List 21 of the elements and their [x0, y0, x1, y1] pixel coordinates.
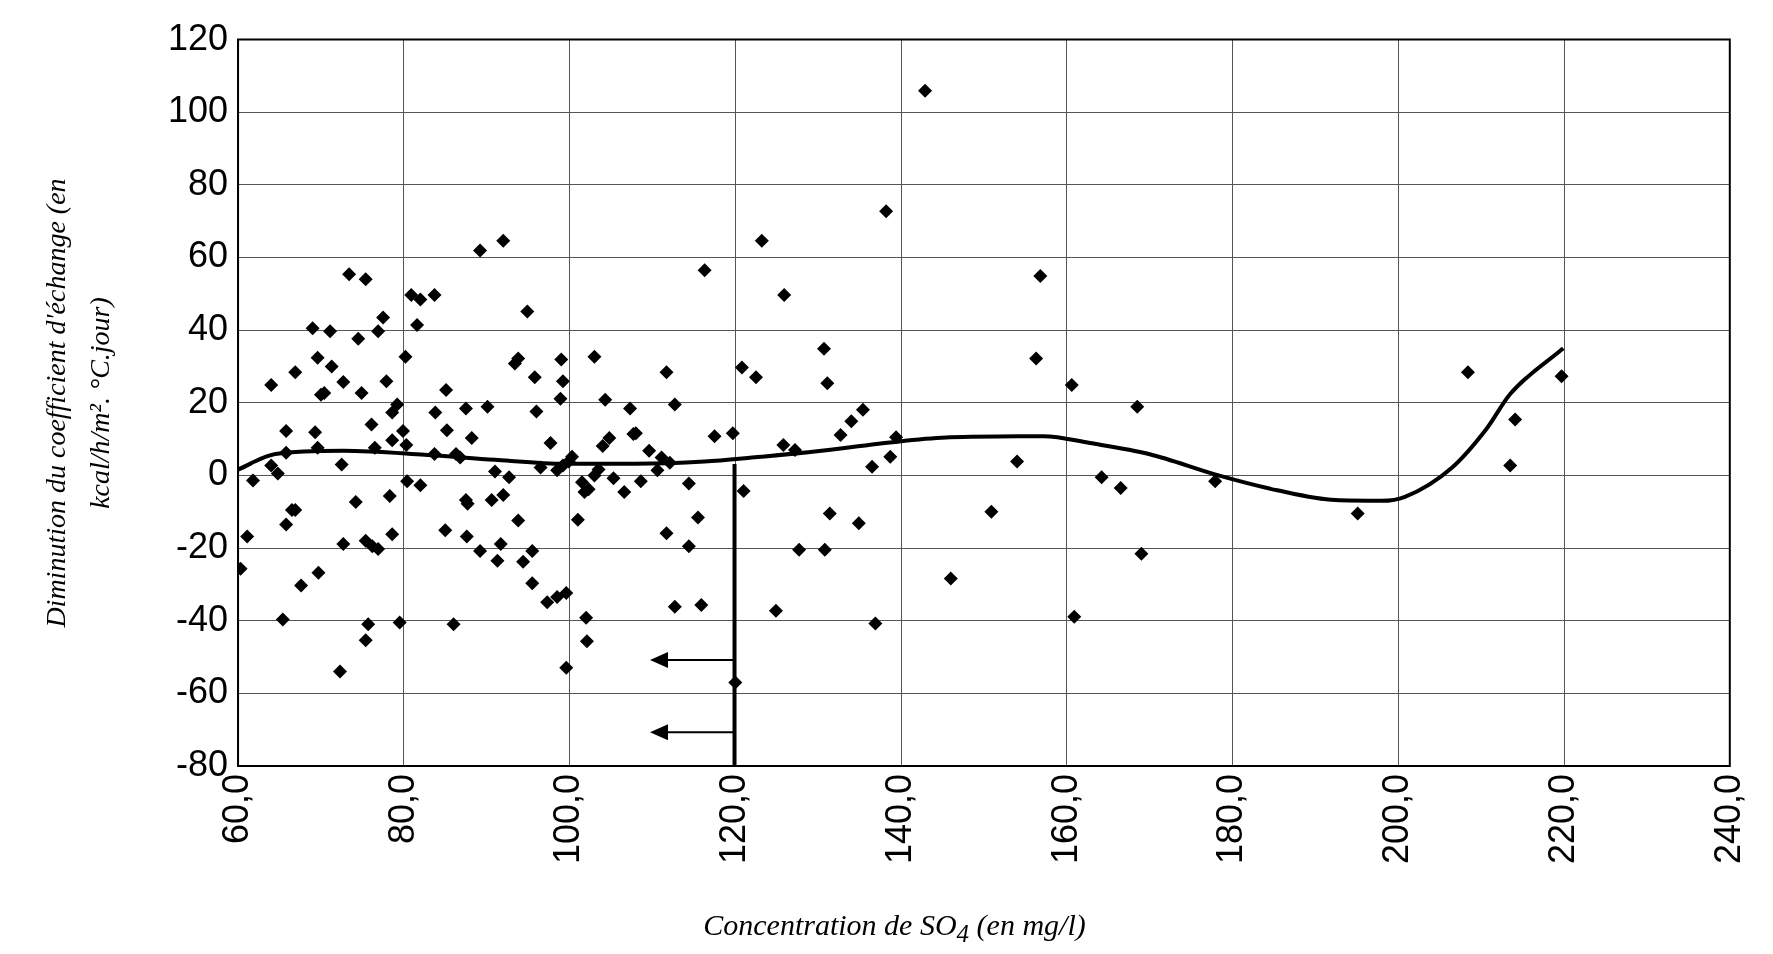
- y-tick-label: 40: [188, 307, 229, 349]
- x-tick-label: 240,0: [1706, 773, 1748, 865]
- y-tick-label: 60: [188, 234, 229, 276]
- y-axis-title: Diminution du coefficient d'échange (en kcal/h/m². °C.jour): [39, 178, 116, 628]
- x-tick-label: 220,0: [1540, 773, 1582, 865]
- y-tick-label: 120: [167, 16, 229, 58]
- y-tick-label: -60: [176, 670, 229, 712]
- y-tick-label: -20: [176, 524, 229, 566]
- x-tick-label: 140,0: [877, 773, 919, 865]
- y-tick-label: -40: [176, 597, 229, 639]
- x-tick-label: 120,0: [712, 773, 754, 865]
- y-tick-label: 80: [188, 161, 229, 203]
- y-tick-label: 0: [208, 452, 229, 494]
- y-tick-label: 20: [188, 379, 229, 421]
- x-tick-label: 180,0: [1209, 773, 1251, 865]
- x-tick-label: 160,0: [1043, 773, 1085, 865]
- y-tick-label: 100: [167, 89, 229, 131]
- x-tick-label: 100,0: [546, 773, 588, 865]
- x-axis-title: Concentration de SO$_{4}$ (en mg/l): [702, 908, 1087, 948]
- x-tick-label: 200,0: [1375, 773, 1417, 865]
- x-tick-label: 80,0: [380, 773, 422, 844]
